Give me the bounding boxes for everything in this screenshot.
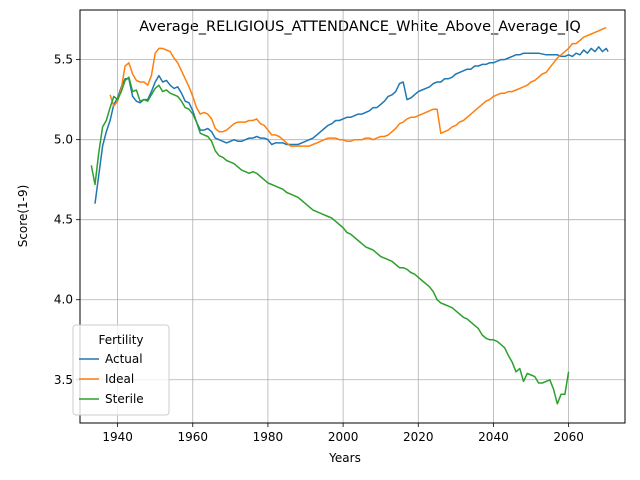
legend-label-actual: Actual	[105, 352, 143, 366]
x-tick-label: 2020	[403, 430, 434, 444]
y-tick-label: 5.5	[54, 53, 73, 67]
x-tick-label: 1960	[177, 430, 208, 444]
chart-title: Average_RELIGIOUS_ATTENDANCE_White_Above…	[139, 19, 581, 35]
legend-box	[72, 324, 170, 416]
legend-title: Fertility	[98, 333, 143, 347]
y-tick-label: 4.0	[54, 293, 73, 307]
grid	[80, 10, 625, 423]
x-axis-label: Years	[328, 451, 361, 465]
legend-label-ideal: Ideal	[105, 372, 134, 386]
series-line-sterile	[90, 76, 570, 405]
x-tick-label: 2060	[553, 430, 584, 444]
legend-label-sterile: Sterile	[105, 392, 144, 406]
series-line-actual	[94, 46, 609, 204]
series-group	[90, 26, 609, 405]
legend-entries: Actual Ideal Sterile	[79, 352, 144, 406]
legend: Fertility Actual Ideal Sterile	[72, 324, 170, 416]
y-tick-label: 5.0	[54, 133, 73, 147]
y-axis-label: Score(1-9)	[16, 185, 30, 248]
y-axis: 3.5 4.0 4.5 5.0 5.5	[54, 53, 80, 387]
x-tick-label: 1940	[102, 430, 133, 444]
y-tick-label: 4.5	[54, 213, 73, 227]
x-tick-label: 2000	[328, 430, 359, 444]
x-tick-label: 2040	[478, 430, 509, 444]
y-tick-label: 3.5	[54, 373, 73, 387]
plot-frame	[79, 9, 626, 424]
series-line-ideal	[109, 26, 607, 147]
x-tick-label: 1980	[253, 430, 284, 444]
x-axis: 1940 1960 1980 2000 2020 2040 2060	[102, 423, 584, 444]
